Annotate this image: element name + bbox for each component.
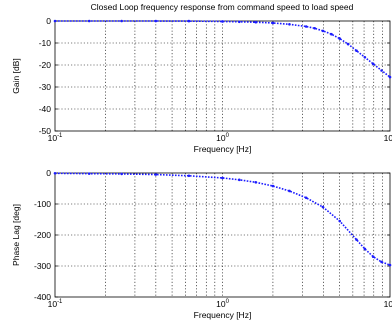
gain-data-point bbox=[221, 20, 224, 23]
gain-data-point bbox=[120, 19, 123, 23]
phase-axes-frame bbox=[54, 172, 391, 298]
phase-data-point bbox=[355, 238, 358, 241]
phase-data-point bbox=[321, 205, 325, 209]
gain-data-point bbox=[330, 32, 333, 36]
gain-data-point bbox=[313, 26, 316, 30]
phase-series-line bbox=[54, 172, 391, 266]
phase-ytick-label: -300 bbox=[34, 261, 51, 271]
phase-data-point bbox=[380, 260, 383, 264]
phase-data-point bbox=[221, 176, 224, 180]
phase-data-point bbox=[363, 247, 367, 251]
gain-data-point bbox=[87, 19, 91, 23]
phase-data-point bbox=[53, 172, 57, 175]
gain-data-point bbox=[53, 19, 57, 23]
phase-ytick-label: 0 bbox=[46, 168, 51, 178]
phase-data-point bbox=[254, 181, 258, 184]
phase-data-point bbox=[187, 174, 191, 178]
gain-data-point bbox=[254, 20, 258, 24]
gain-data-point bbox=[363, 56, 367, 59]
gain-ytick-label: 0 bbox=[46, 16, 51, 26]
phase-data-point bbox=[120, 172, 123, 176]
gain-data-point bbox=[380, 69, 383, 72]
gain-data-point bbox=[338, 37, 342, 40]
gain-ytick-label: -20 bbox=[39, 60, 52, 70]
phase-xtick-label: 101 bbox=[384, 299, 392, 309]
gain-data-point bbox=[371, 62, 375, 66]
gain-data-point bbox=[271, 21, 275, 25]
gain-ytick-label: -10 bbox=[39, 38, 52, 48]
phase-xtick-label: 100 bbox=[216, 299, 229, 309]
phase-xtick-label: 10-1 bbox=[48, 299, 63, 309]
gain-data-point bbox=[355, 49, 358, 52]
phase-data-point bbox=[288, 189, 291, 193]
phase-data-point bbox=[271, 184, 275, 188]
phase-yaxis-label: Phase Lag [deg] bbox=[11, 204, 21, 266]
gain-series-line bbox=[55, 20, 391, 78]
gain-data-point bbox=[154, 19, 158, 23]
phase-xaxis-label: Frequency [Hz] bbox=[194, 310, 252, 320]
phase-ytick-label: -100 bbox=[34, 199, 51, 209]
chart-title: Closed Loop frequency response from comm… bbox=[91, 2, 354, 12]
phase-data-point bbox=[87, 172, 91, 175]
gain-ytick-label: -30 bbox=[39, 82, 52, 92]
gain-yaxis-label: Gain [dB] bbox=[11, 58, 21, 93]
gain-xaxis-label: Frequency [Hz] bbox=[194, 144, 252, 154]
gain-data-point bbox=[304, 25, 308, 28]
phase-ytick-label: -400 bbox=[34, 292, 51, 302]
phase-data-point bbox=[304, 196, 308, 200]
gain-data-point bbox=[187, 19, 191, 23]
gain-xtick-label: 100 bbox=[216, 133, 229, 143]
phase-data-point bbox=[388, 263, 392, 267]
phase-data-point bbox=[238, 178, 241, 182]
gain-data-point bbox=[388, 75, 392, 79]
gain-data-point bbox=[321, 29, 325, 33]
gain-ytick-label: -50 bbox=[39, 126, 52, 136]
gain-data-point bbox=[238, 20, 241, 24]
phase-data-point bbox=[338, 219, 342, 223]
gain-xtick-label: 10-1 bbox=[48, 133, 63, 143]
gain-xtick-label: 101 bbox=[384, 133, 392, 143]
gain-ytick-label: -40 bbox=[39, 104, 52, 114]
phase-data-point bbox=[154, 173, 158, 176]
phase-data-point bbox=[371, 255, 375, 258]
phase-ytick-label: -200 bbox=[34, 230, 51, 240]
gain-data-point bbox=[346, 42, 350, 46]
gain-data-point bbox=[288, 23, 291, 26]
